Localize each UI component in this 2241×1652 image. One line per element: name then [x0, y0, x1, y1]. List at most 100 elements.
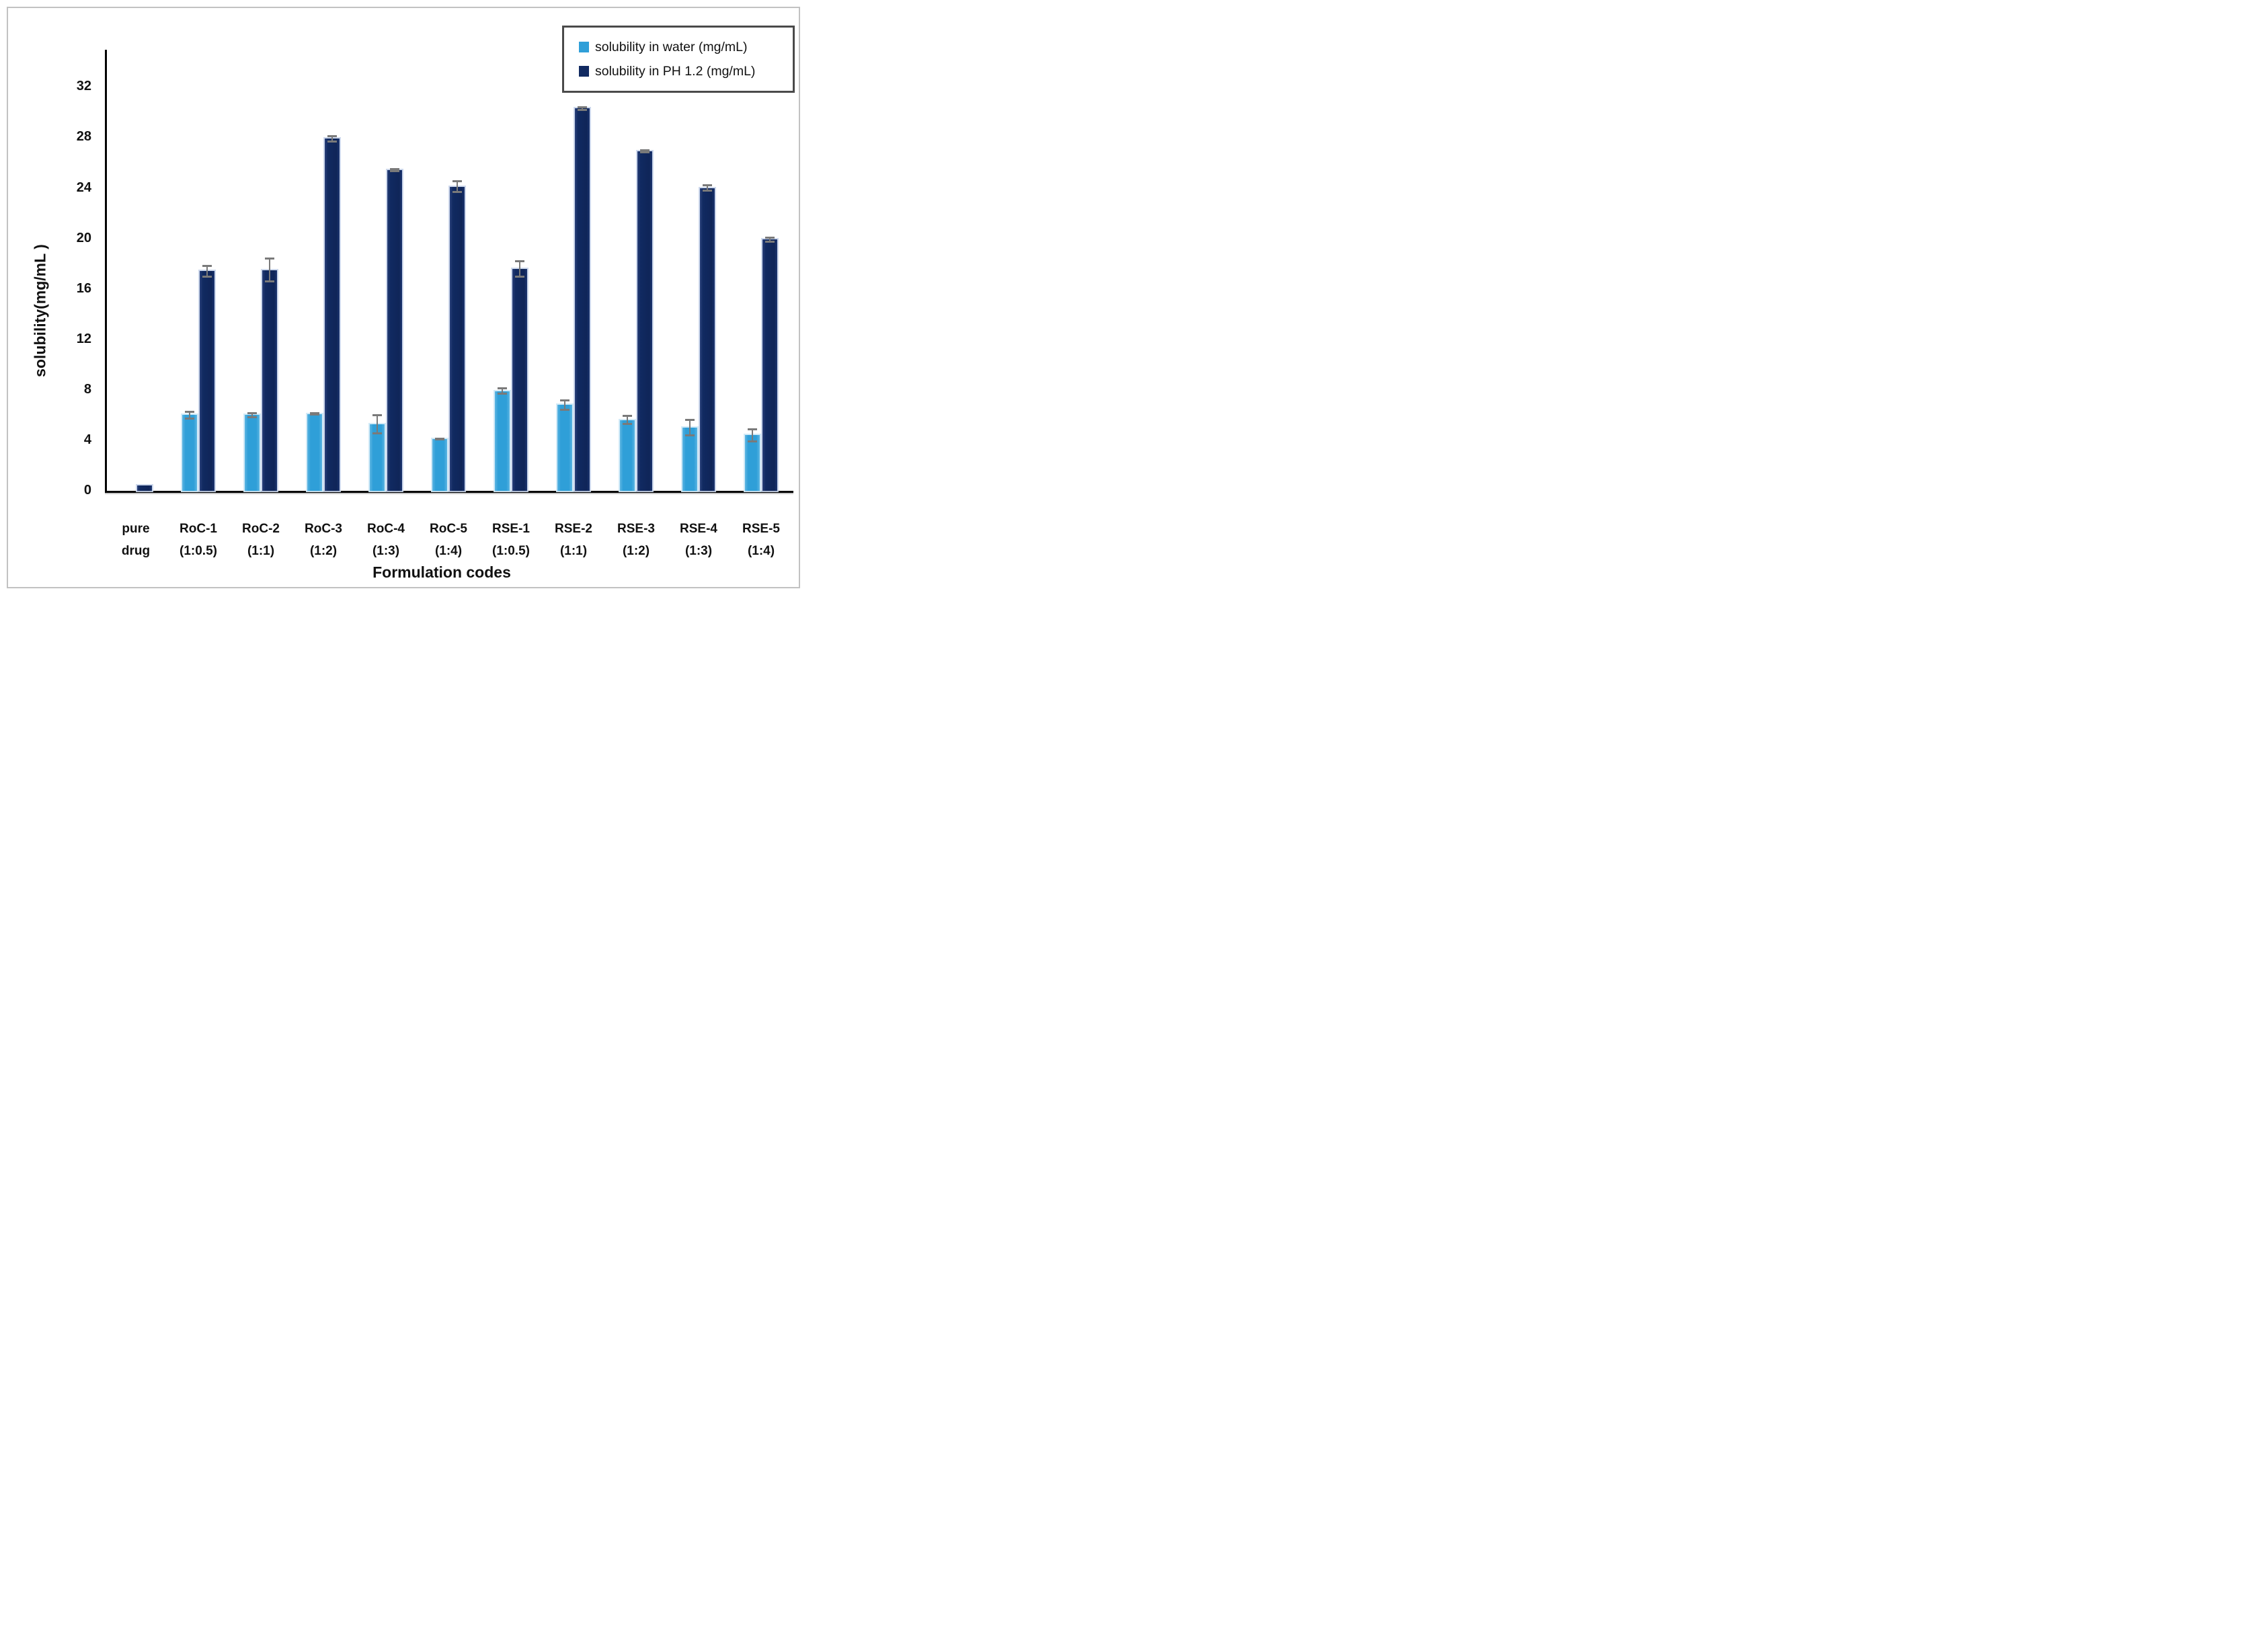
error-bar-cap-bottom	[703, 190, 712, 192]
x-category-line: (1:1)	[247, 544, 275, 558]
x-category-line: (1:0.5)	[180, 544, 217, 558]
error-bar-water-RSE-2	[560, 399, 569, 411]
error-bar-cap-bottom	[623, 423, 632, 426]
bar-water-RoC-2	[245, 415, 260, 491]
error-bar-stem	[582, 106, 583, 111]
x-category-line: (1:3)	[372, 544, 400, 558]
figure-page: solubility(mg/mL ) Formulation codes sol…	[0, 0, 807, 595]
error-bar-cap-bottom	[560, 408, 569, 411]
error-bar-stem	[331, 134, 333, 143]
error-bar-cap-top	[202, 265, 212, 268]
legend-entry-ph12: solubility in PH 1.2 (mg/mL)	[579, 64, 786, 79]
x-category-label-RoC-2: RoC-2 (1:1)	[224, 518, 298, 562]
x-category-line: (1:2)	[622, 544, 650, 558]
x-category-line: RSE-4	[680, 522, 717, 536]
y-axis-title: solubility(mg/mL )	[31, 244, 49, 377]
x-category-line: RoC-2	[242, 522, 280, 536]
x-category-label-RoC-3: RoC-3 (1:2)	[286, 518, 360, 562]
x-category-line: RoC-1	[180, 522, 217, 536]
bar-ph12-RoC-2	[262, 270, 277, 491]
error-bar-ph12-RoC-3	[327, 134, 337, 143]
error-bar-water-RoC-1	[185, 410, 194, 420]
error-bar-cap-bottom	[640, 151, 650, 153]
error-bar-ph12-RoC-1	[202, 265, 212, 278]
error-bar-cap-top	[640, 149, 650, 152]
y-tick-label-12: 12	[76, 331, 91, 346]
bar-ph12-RSE-5	[762, 239, 777, 491]
error-bar-cap-top	[372, 414, 382, 416]
x-category-line: (1:4)	[434, 544, 463, 558]
error-bar-stem	[206, 265, 208, 278]
error-bar-cap-bottom	[453, 191, 462, 194]
x-category-label-RSE-2: RSE-2 (1:1)	[537, 518, 611, 562]
x-category-line: (1:4)	[747, 544, 775, 558]
bar-ph12-RSE-3	[637, 151, 652, 491]
x-category-label-RoC-4: RoC-4 (1:3)	[349, 518, 423, 562]
error-bar-water-RSE-1	[498, 387, 507, 395]
error-bar-ph12-RSE-4	[703, 184, 712, 192]
error-bar-ph12-RSE-5	[765, 236, 775, 243]
x-category-label-RoC-5: RoC-5 (1:4)	[411, 518, 485, 562]
error-bar-ph12-RoC-4	[390, 168, 399, 173]
error-bar-water-RSE-4	[685, 419, 695, 437]
error-bar-stem	[689, 419, 691, 437]
x-category-line: RSE-3	[617, 522, 655, 536]
x-category-label-pure: pure drug	[99, 518, 173, 562]
error-bar-cap-top	[390, 168, 399, 171]
error-bar-ph12-RoC-5	[453, 180, 462, 194]
error-bar-cap-top	[765, 236, 775, 239]
error-bar-stem	[269, 257, 270, 283]
x-axis-title: Formulation codes	[372, 563, 511, 581]
x-category-line: (1:3)	[684, 544, 713, 558]
error-bar-ph12-RoC-2	[265, 257, 274, 283]
x-category-line: RSE-1	[492, 522, 530, 536]
error-bar-cap-bottom	[435, 438, 444, 441]
bar-water-RSE-1	[495, 391, 510, 491]
x-category-line: (1:2)	[309, 544, 338, 558]
error-bar-water-RSE-5	[748, 428, 757, 442]
error-bar-ph12-RSE-2	[578, 106, 587, 111]
x-category-line: drug	[121, 544, 151, 558]
bar-water-RoC-3	[307, 414, 322, 491]
bar-water-RoC-5	[432, 439, 447, 491]
bar-ph12-RoC-4	[387, 170, 402, 491]
error-bar-stem	[752, 428, 753, 442]
error-bar-cap-bottom	[390, 170, 399, 173]
x-category-line: RSE-2	[555, 522, 592, 536]
error-bar-ph12-RSE-1	[515, 260, 524, 278]
x-category-label-RSE-1: RSE-1 (1:0.5)	[474, 518, 548, 562]
y-tick-label-0: 0	[83, 483, 91, 498]
x-category-line: RoC-3	[305, 522, 342, 536]
error-bar-water-RSE-3	[623, 415, 632, 426]
x-category-line: pure	[122, 522, 150, 536]
y-tick-label-32: 32	[76, 79, 91, 94]
y-tick-label-28: 28	[76, 129, 91, 145]
error-bar-cap-top	[498, 387, 507, 390]
error-bar-water-RoC-4	[372, 414, 382, 434]
error-bar-cap-bottom	[685, 434, 695, 437]
error-bar-stem	[707, 184, 708, 192]
bar-ph12-RoC-3	[325, 139, 340, 491]
bar-water-RSE-3	[620, 420, 635, 491]
x-category-label-RSE-5: RSE-5 (1:4)	[724, 518, 798, 562]
error-bar-stem	[519, 260, 520, 278]
error-bar-stem	[377, 414, 378, 434]
error-bar-cap-top	[453, 180, 462, 183]
bar-water-RoC-4	[370, 424, 385, 491]
error-bar-cap-bottom	[265, 280, 274, 283]
error-bar-cap-bottom	[327, 140, 337, 143]
error-bar-cap-top	[578, 106, 587, 108]
legend-swatch-icon	[579, 66, 589, 77]
y-axis-line	[105, 50, 107, 493]
error-bar-stem	[502, 387, 503, 395]
error-bar-cap-top	[748, 428, 757, 431]
error-bar-water-RoC-3	[310, 411, 319, 416]
error-bar-cap-bottom	[748, 440, 757, 442]
bar-water-RSE-5	[745, 435, 760, 491]
x-category-label-RoC-1: RoC-1 (1:0.5)	[161, 518, 235, 562]
legend-swatch-icon	[579, 42, 589, 52]
error-bar-cap-bottom	[185, 417, 194, 420]
error-bar-cap-top	[560, 399, 569, 401]
error-bar-ph12-RSE-3	[640, 149, 650, 153]
x-category-label-RSE-3: RSE-3 (1:2)	[599, 518, 673, 562]
